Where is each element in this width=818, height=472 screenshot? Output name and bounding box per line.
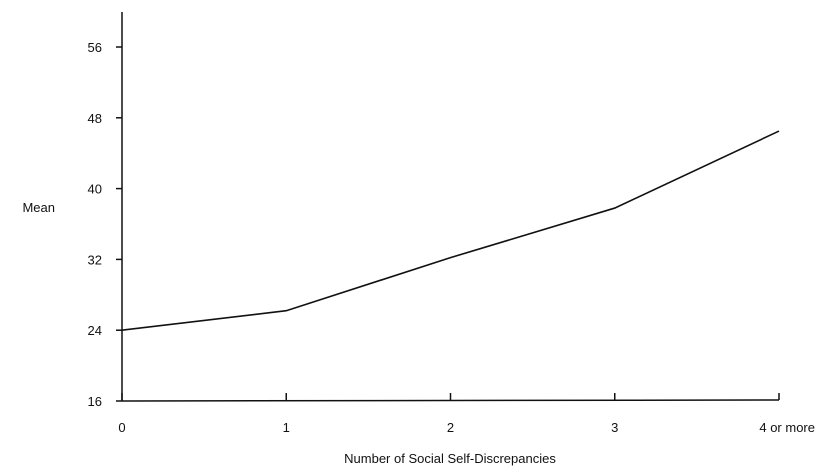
x-tick-label: 0 — [118, 420, 125, 435]
x-tick-label: 1 — [283, 420, 290, 435]
y-axis-title: Mean — [22, 200, 55, 215]
y-tick-label: 40 — [88, 182, 102, 197]
x-tick-label: 4 or more — [759, 420, 815, 435]
x-axis-title: Number of Social Self-Discrepancies — [344, 451, 556, 466]
y-tick-label: 32 — [88, 252, 102, 267]
x-axis-line — [121, 399, 780, 402]
x-tick-label: 2 — [447, 420, 454, 435]
x-tick-label: 3 — [611, 420, 618, 435]
y-tick-label: 56 — [88, 40, 102, 55]
series-line — [121, 130, 780, 331]
y-tick-label: 24 — [88, 323, 102, 338]
y-axis-ticks: 16 24 32 40 48 56 — [88, 40, 122, 409]
x-axis-ticks: 0 1 2 3 4 or more — [118, 393, 815, 435]
y-tick-label: 16 — [88, 394, 102, 409]
series-layer — [121, 130, 780, 331]
y-tick-label: 48 — [88, 111, 102, 126]
